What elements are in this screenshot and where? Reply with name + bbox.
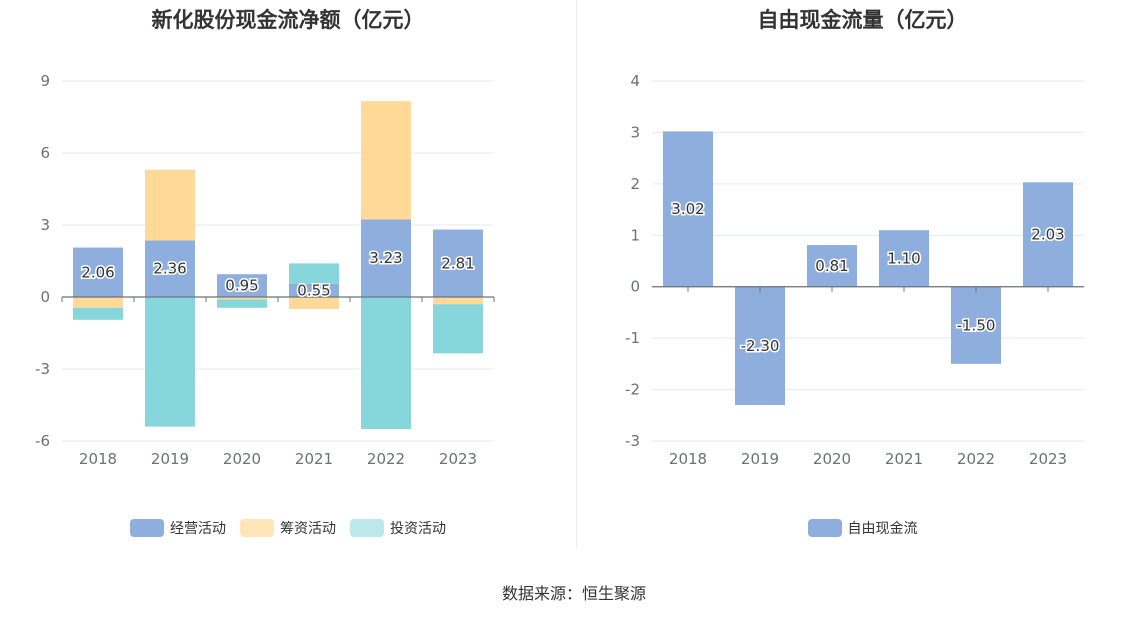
bar-1: [361, 219, 411, 297]
bar-3: [145, 297, 195, 427]
legend-swatch: [350, 519, 384, 537]
data-label: 0.55: [297, 281, 330, 299]
x-tick-label: 2020: [813, 450, 851, 468]
bar-3: [361, 297, 411, 429]
x-tick-label: 2021: [885, 450, 923, 468]
y-tick-label: 0: [40, 288, 50, 306]
x-tick-label: 2020: [223, 450, 261, 468]
data-label: 2.06: [81, 263, 114, 281]
chart-title: 新化股份现金流净额（亿元）: [151, 8, 425, 32]
x-tick-label: 2019: [741, 450, 779, 468]
bar-1: [433, 229, 483, 297]
chart-legend: 经营活动 筹资活动 投资活动: [0, 518, 576, 538]
bar-2: [361, 101, 411, 220]
y-tick-label: 0: [630, 278, 640, 296]
data-label: 2.81: [441, 254, 474, 272]
bar-1: [735, 286, 785, 405]
legend-swatch: [807, 519, 842, 537]
x-tick-label: 2021: [295, 450, 333, 468]
data-label: 3.02: [671, 200, 704, 218]
x-tick-label: 2023: [1029, 450, 1067, 468]
y-tick-label: 6: [40, 144, 50, 162]
data-source-note: 数据来源：恒生聚源: [501, 584, 646, 603]
chart-legend: 自由现金流: [577, 518, 1148, 538]
cash-flow-net-chart-panel: 新化股份现金流净额（亿元） -6 -3 0 3 6 9 2018 2019 2020 2021 20…: [0, 0, 576, 560]
legend-item-free-cash-flow[interactable]: 自由现金流: [807, 518, 918, 538]
bar-1: [807, 245, 857, 287]
bar-1: [217, 274, 267, 297]
data-label: 3.23: [369, 249, 402, 267]
bar-3: [73, 307, 123, 320]
cash-flow-net-chart: -6 -3 0 3 6 9 2018 2019 2020 2021 2022 2023 2.06 2.36…: [35, 72, 495, 468]
legend-item-operating[interactable]: 经营活动: [130, 518, 226, 538]
bar-1: [145, 240, 195, 297]
data-label: 1.10: [887, 249, 920, 267]
y-tick-label: 3: [40, 216, 50, 234]
bar-1: [289, 283, 339, 297]
legend-label: 自由现金流: [847, 521, 918, 537]
legend-item-financing[interactable]: 筹资活动: [240, 518, 336, 538]
y-tick-label: -2: [625, 381, 640, 399]
bar-1: [1023, 182, 1073, 287]
legend-label: 筹资活动: [280, 521, 336, 537]
legend-label: 经营活动: [170, 521, 226, 537]
bar-3: [433, 304, 483, 354]
data-label: 0.95: [225, 277, 258, 295]
data-label: 2.03: [1031, 226, 1064, 244]
legend-label: 投资活动: [390, 521, 446, 537]
panel-divider: [576, 0, 577, 548]
y-tick-label: -3: [625, 432, 640, 450]
y-tick-label: 4: [630, 72, 640, 90]
y-tick-label: 3: [630, 123, 640, 141]
y-tick-label: -6: [35, 432, 50, 450]
bar-2: [73, 297, 123, 308]
legend-item-investing[interactable]: 投资活动: [350, 518, 446, 538]
data-label: -1.50: [957, 316, 996, 334]
bar-2: [289, 297, 339, 309]
legend-swatch: [130, 519, 164, 537]
bar-1: [73, 247, 123, 297]
x-tick-label: 2023: [439, 450, 477, 468]
free-cash-flow-chart-panel: 自由现金流量（亿元） -3 -2 -1 0 1 2 3 4 2018 2019 2020 2021 20…: [577, 0, 1148, 560]
x-tick-label: 2018: [669, 450, 707, 468]
y-tick-label: -1: [625, 329, 640, 347]
x-tick-label: 2019: [151, 450, 189, 468]
x-tick-label: 2022: [957, 450, 995, 468]
bar-2: [217, 297, 267, 300]
y-tick-label: 2: [630, 175, 640, 193]
y-tick-label: -3: [35, 360, 50, 378]
x-tick-label: 2018: [79, 450, 117, 468]
bar-1: [879, 230, 929, 287]
data-label: 2.36: [153, 260, 186, 278]
chart-title: 自由现金流量（亿元）: [757, 8, 968, 32]
y-tick-label: 1: [630, 226, 640, 244]
data-label: -2.30: [741, 337, 780, 355]
bar-1: [951, 286, 1001, 364]
bar-3: [289, 263, 339, 284]
x-tick-label: 2022: [367, 450, 405, 468]
free-cash-flow-chart: -3 -2 -1 0 1 2 3 4 2018 2019 2020 2021 2022 2023 3.02 -…: [625, 72, 1084, 468]
legend-swatch: [240, 519, 274, 537]
bar-3: [217, 299, 267, 308]
bar-2: [433, 297, 483, 305]
y-tick-label: 9: [40, 72, 50, 90]
bar-2: [145, 169, 195, 241]
data-label: 0.81: [815, 257, 848, 275]
bar-1: [663, 131, 713, 287]
